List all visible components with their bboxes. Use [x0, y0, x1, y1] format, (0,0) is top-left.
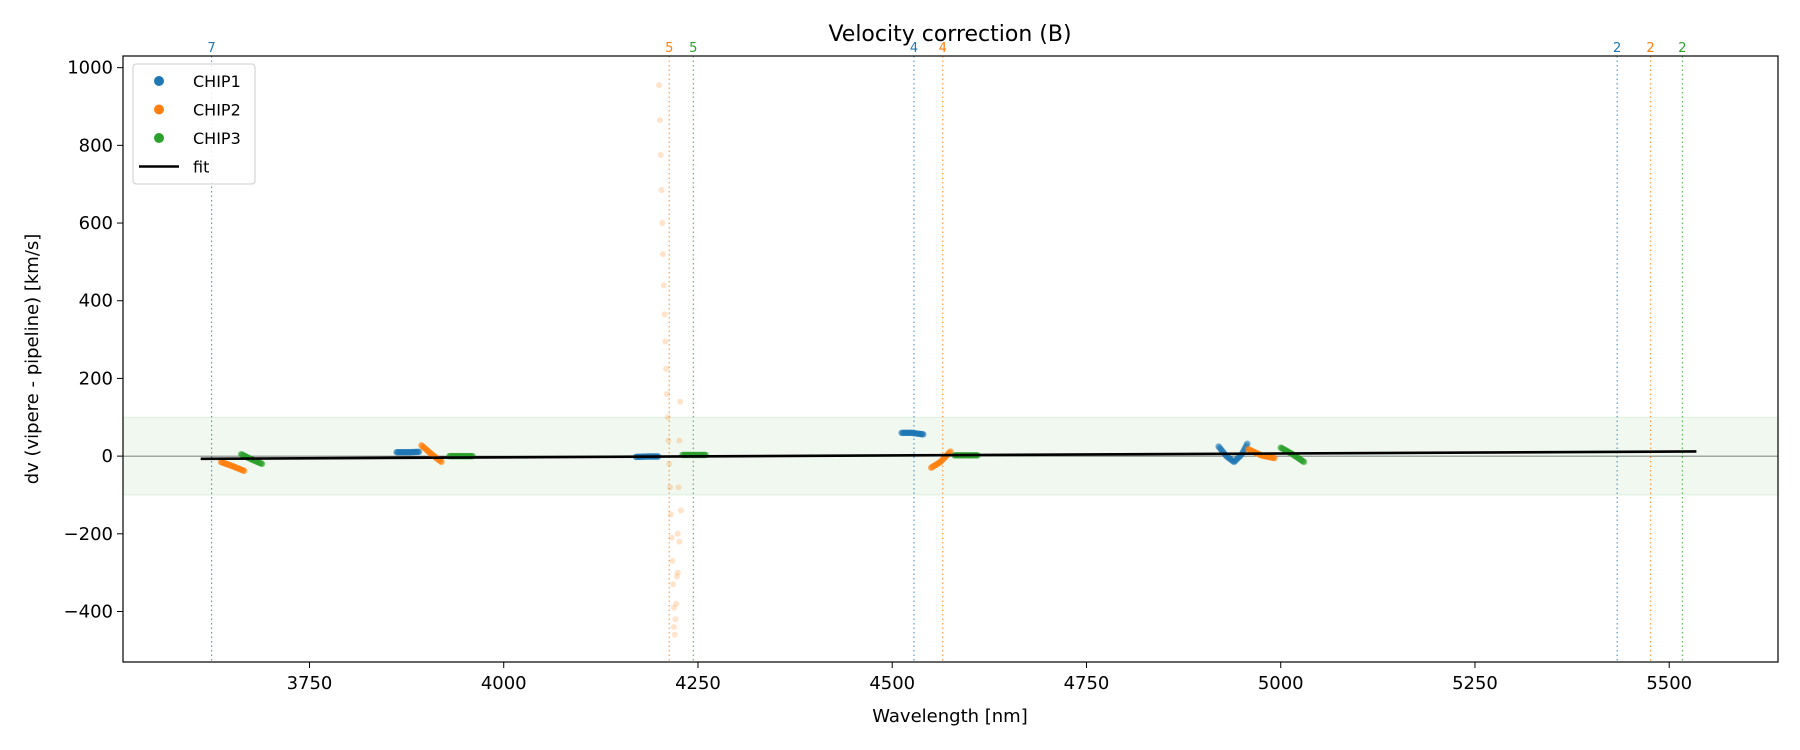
rejected-point [660, 282, 667, 289]
legend-entry-label: CHIP3 [193, 129, 241, 148]
x-tick-label: 4000 [481, 673, 527, 694]
rejected-point [666, 460, 673, 467]
rejected-point [661, 311, 668, 318]
y-tick-label: −400 [64, 602, 113, 623]
legend-chip1-swatch [154, 76, 164, 86]
x-tick-label: 5250 [1452, 673, 1498, 694]
rejected-point [674, 569, 681, 576]
legend-frame [132, 63, 256, 185]
rejected-point [676, 538, 683, 545]
legend: CHIP1 CHIP2 CHIP3 fit [132, 63, 256, 185]
chip2-point [241, 467, 248, 475]
rejected-point [677, 398, 684, 405]
rejected-point [667, 484, 674, 491]
order-marker-label: 2 [1646, 41, 1654, 56]
order-marker-label: 2 [1678, 41, 1686, 56]
rejected-point [675, 484, 682, 491]
y-tick-label: 800 [79, 135, 113, 156]
chip1-point [1244, 440, 1251, 447]
rejected-point [671, 631, 678, 638]
rejected-point [668, 534, 675, 541]
rejected-point [663, 390, 670, 397]
y-tick-label: 0 [102, 446, 113, 467]
rejected-point [659, 220, 666, 227]
y-axis-label: dv (vipere - pipeline) [km/s] [22, 234, 43, 485]
legend-entry-label: CHIP1 [193, 72, 241, 91]
x-tick-label: 5000 [1258, 673, 1304, 694]
rejected-point [672, 616, 679, 623]
x-tick-label: 4750 [1064, 673, 1110, 694]
rejected-point [663, 365, 670, 372]
chart-title: Velocity correction (B) [828, 22, 1071, 47]
plot-frame [122, 55, 1779, 663]
rejected-point [674, 530, 681, 537]
rejected-point [656, 117, 663, 124]
chip2-point [947, 448, 954, 455]
y-tick-label: 200 [79, 368, 113, 389]
order-marker-label: 5 [665, 41, 673, 56]
rejected-point [673, 600, 680, 607]
y-tick-label: 400 [79, 291, 113, 312]
chip2-point [438, 458, 445, 466]
y-tick-label: 600 [79, 213, 113, 234]
order-marker-label: 7 [207, 41, 215, 56]
order-marker-label: 4 [910, 41, 918, 56]
rejected-point [657, 152, 664, 159]
rejected-point [673, 573, 680, 580]
rejected-point [656, 82, 663, 89]
rejected-point [677, 507, 684, 514]
chip3-point [258, 460, 266, 468]
chip1-point [920, 431, 927, 438]
x-tick-label: 5500 [1646, 673, 1692, 694]
x-tick-label: 4250 [675, 673, 721, 694]
rejected-point [658, 187, 665, 194]
chip2-point [1271, 454, 1278, 462]
y-tick-label: 1000 [67, 58, 113, 79]
rejected-point [662, 338, 669, 345]
legend-entry-label: fit [193, 158, 209, 177]
rejected-point [669, 558, 676, 564]
x-tick-label: 3750 [287, 673, 333, 694]
legend-chip2-swatch [154, 104, 164, 115]
plot-area [123, 56, 1778, 662]
fit-line [200, 450, 1697, 461]
rejected-point [667, 511, 674, 518]
order-marker-label: 4 [939, 41, 947, 56]
rejected-point [676, 437, 683, 444]
x-tick-label: 4500 [869, 673, 915, 694]
rejected-point [665, 437, 672, 444]
rejected-point [664, 414, 671, 421]
legend-chip3-swatch [154, 133, 164, 143]
order-marker-label: 5 [689, 41, 697, 56]
x-axis-label: Wavelength [nm] [872, 706, 1028, 727]
order-marker-label: 2 [1613, 41, 1621, 56]
rejected-point [670, 581, 677, 588]
chip3-point [1300, 458, 1308, 466]
y-tick-label: −200 [64, 524, 113, 545]
rejected-point [670, 624, 677, 631]
rejected-point [660, 251, 667, 258]
legend-entry-label: CHIP2 [193, 101, 241, 120]
chip1-point [415, 448, 423, 456]
rejected-point [670, 604, 677, 611]
